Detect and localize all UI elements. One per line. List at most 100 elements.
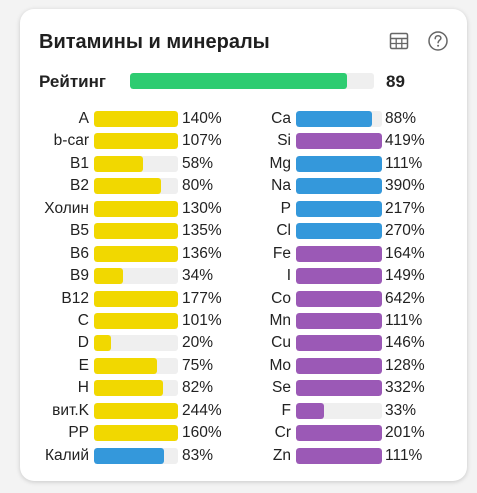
nutrient-bar-fill (296, 312, 382, 329)
nutrient-bar-fill (296, 133, 382, 150)
nutrient-bar-fill (94, 335, 111, 352)
nutrient-bar-fill (296, 290, 382, 307)
nutrient-percent: 642% (385, 289, 425, 307)
nutrient-percent: 177% (182, 289, 222, 307)
nutrient-bar-fill (94, 133, 178, 150)
nutrient-bar (94, 335, 178, 352)
nutrient-label: PP (68, 424, 89, 442)
nutrient-percent: 33% (385, 401, 417, 419)
nutrient-percent: 140% (182, 110, 222, 127)
nutrient-label: Co (271, 289, 291, 307)
nutrient-percent: 75% (182, 356, 214, 374)
nutrient-bar (296, 268, 382, 285)
nutrient-bar (94, 425, 178, 442)
nutrient-percent: 201% (385, 424, 425, 442)
nutrient-label: A (78, 110, 89, 127)
nutrient-bar-fill (296, 447, 382, 464)
nutrient-label: Cr (274, 424, 291, 442)
nutrient-label: Ca (271, 110, 291, 127)
nutrient-bar (94, 357, 178, 374)
nutrient-percent: 146% (385, 334, 425, 352)
nutrient-bar-fill (94, 155, 143, 172)
nutrient-bar (94, 111, 178, 127)
nutrient-bar (296, 155, 382, 172)
nutrient-label: Калий (44, 446, 89, 464)
nutrient-bar (94, 380, 178, 397)
nutrient-label: вит.K (52, 401, 89, 419)
nutrient-bar (296, 200, 382, 217)
nutrient-bar (94, 245, 178, 262)
nutrient-label: Холин (44, 199, 89, 217)
nutrient-bar (296, 312, 382, 329)
nutrient-bar-fill (296, 223, 382, 240)
nutrient-bar (296, 402, 382, 419)
nutrients-card: Витамины и минералы Рейтинг 89 A 140% b-ca… (20, 9, 467, 481)
nutrient-percent: 34% (182, 267, 214, 285)
nutrient-percent: 88% (385, 110, 417, 127)
nutrient-bar-fill (94, 200, 178, 217)
nutrient-label: B9 (70, 267, 89, 285)
nutrient-bar-fill (94, 312, 178, 329)
nutrient-percent: 419% (385, 132, 425, 150)
nutrient-bar (94, 223, 178, 240)
nutrient-bar (94, 200, 178, 217)
nutrient-percent: 111% (385, 446, 423, 464)
nutrient-label: B12 (61, 289, 89, 307)
nutrient-bar (296, 425, 382, 442)
nutrient-percent: 82% (182, 379, 214, 397)
nutrient-percent: 107% (182, 132, 222, 150)
nutrient-label: Se (272, 379, 291, 397)
nutrient-bar-fill (296, 425, 382, 442)
nutrient-percent: 244% (182, 401, 222, 419)
card-title: Витамины и минералы (39, 31, 270, 53)
nutrient-bar-fill (296, 402, 325, 419)
nutrient-label: B5 (70, 222, 89, 240)
nutrient-percent: 270% (385, 222, 425, 240)
nutrient-percent: 58% (182, 154, 214, 172)
nutrient-bar-fill (296, 155, 382, 172)
nutrient-label: B1 (70, 154, 89, 172)
nutrient-percent: 80% (182, 177, 214, 195)
nutrient-label: P (280, 199, 291, 217)
nutrient-bar (296, 335, 382, 352)
help-icon[interactable] (427, 30, 449, 52)
nutrient-bar-fill (296, 335, 382, 352)
nutrient-bar (296, 111, 382, 127)
nutrient-bar (296, 447, 382, 464)
nutrient-percent: 217% (385, 199, 425, 217)
nutrient-bar (296, 178, 382, 195)
nutrient-label: Mo (269, 356, 291, 374)
nutrient-label: Zn (272, 446, 291, 464)
nutrient-percent: 135% (182, 222, 222, 240)
nutrient-label: b-car (53, 132, 89, 150)
nutrient-bar-fill (94, 402, 178, 419)
nutrient-percent: 111% (385, 154, 423, 172)
nutrient-label: Cu (271, 334, 291, 352)
nutrient-bar-fill (94, 447, 164, 464)
nutrient-percent: 164% (385, 244, 425, 262)
nutrient-percent: 149% (385, 267, 425, 285)
nutrient-bar (94, 268, 178, 285)
nutrient-bar (296, 133, 382, 150)
nutrient-bar-fill (296, 178, 382, 195)
nutrient-percent: 332% (385, 379, 425, 397)
nutrient-percent: 130% (182, 199, 222, 217)
nutrient-label: I (286, 267, 291, 285)
table-icon[interactable] (388, 30, 410, 52)
rating-label: Рейтинг (39, 72, 106, 91)
nutrient-bar-fill (94, 357, 157, 374)
nutrient-label: Mg (269, 154, 291, 172)
nutrient-bar-fill (94, 290, 178, 307)
nutrient-percent: 390% (385, 177, 425, 195)
nutrient-bar (94, 447, 178, 464)
nutrient-label: C (77, 311, 89, 329)
nutrient-bar (296, 245, 382, 262)
nutrient-bar-fill (94, 425, 178, 442)
nutrient-bar (94, 178, 178, 195)
nutrient-label: Cl (276, 222, 291, 240)
nutrient-bar (94, 290, 178, 307)
rating-bar (130, 73, 374, 89)
nutrient-label: Fe (272, 244, 291, 262)
nutrient-label: D (77, 334, 89, 352)
nutrient-percent: 128% (385, 356, 425, 374)
